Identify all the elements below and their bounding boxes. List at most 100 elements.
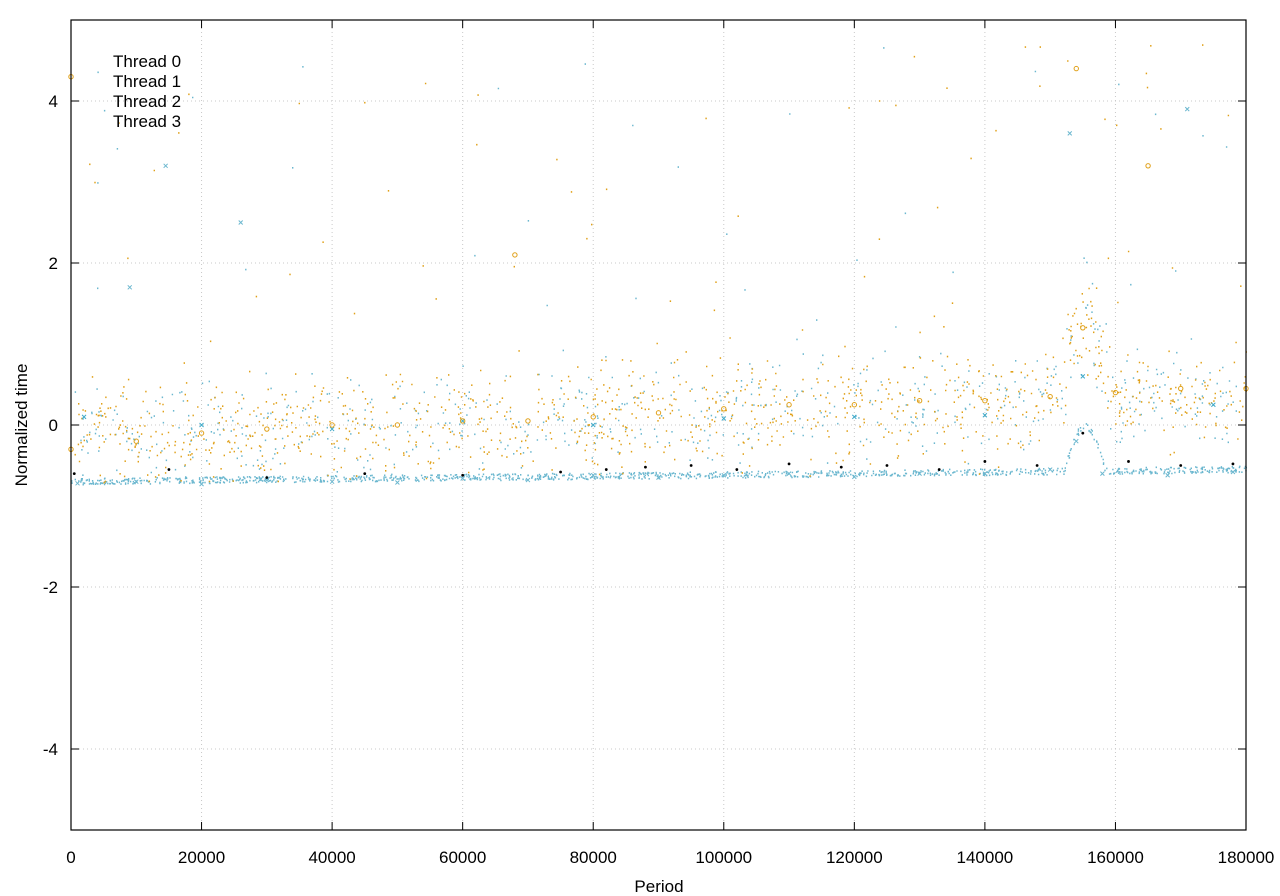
data-point [265, 476, 269, 480]
data-point [163, 163, 169, 169]
data-point [982, 398, 988, 404]
data-point [1211, 402, 1216, 408]
y-tick-label: -4 [43, 740, 58, 759]
y-tick-label: 4 [49, 92, 58, 111]
data-point [133, 438, 139, 444]
data-point [1080, 325, 1086, 331]
data-point [199, 422, 204, 428]
data-point [329, 426, 335, 432]
data-point [1230, 469, 1236, 475]
legend-label: Thread 3 [113, 112, 181, 131]
data-point [721, 416, 727, 421]
data-point [394, 422, 401, 428]
data-point [525, 418, 531, 424]
data-point [461, 473, 465, 477]
data-point [1073, 438, 1079, 444]
data-point [238, 220, 244, 225]
data-point [721, 472, 727, 478]
data-point [851, 402, 858, 408]
data-point [329, 479, 335, 485]
data-point [839, 465, 843, 469]
grid [71, 20, 1246, 830]
data-point [363, 472, 367, 475]
data-point [459, 418, 466, 424]
data-point [460, 476, 466, 481]
data-point [1047, 393, 1053, 400]
legend-label: Thread 0 [113, 52, 181, 71]
x-tick-label: 60000 [439, 848, 486, 867]
thread-3-dense-points [74, 44, 1247, 484]
data-point [604, 468, 608, 471]
data-point [1081, 431, 1085, 435]
x-tick-label: 20000 [178, 848, 225, 867]
data-point [199, 481, 204, 487]
scatter-texture [71, 44, 1247, 486]
data-point [525, 477, 531, 483]
legend-label: Thread 2 [113, 92, 181, 111]
y-tick-label: 0 [49, 416, 58, 435]
data-point [590, 414, 596, 420]
data-point [721, 406, 727, 412]
data-point [851, 414, 857, 420]
axis-ticks: 0 20000 40000 60000 80000 100000 120000 140000 1… [43, 20, 1274, 867]
y-axis-title: Normalized time [12, 364, 31, 487]
series-2 [81, 374, 1216, 432]
x-tick-label: 80000 [570, 848, 617, 867]
data-point [786, 471, 792, 476]
data-point [1184, 106, 1190, 112]
data-point [735, 468, 739, 471]
data-point [885, 464, 889, 467]
thread-1-dense-points [71, 47, 1247, 486]
series-1 [75, 106, 1236, 487]
data-point [167, 468, 171, 471]
x-tick-label: 180000 [1218, 848, 1275, 867]
data-point [937, 468, 941, 471]
data-point [983, 460, 987, 463]
data-point [982, 471, 988, 476]
x-tick-label: 100000 [695, 848, 752, 867]
data-point [127, 284, 133, 290]
x-tick-label: 120000 [826, 848, 883, 867]
series-0 [72, 431, 1235, 480]
data-point [1127, 460, 1130, 463]
series-3 [68, 65, 1249, 452]
data-point [1179, 464, 1183, 467]
data-point [786, 402, 792, 408]
data-point [72, 472, 76, 475]
data-point [916, 398, 923, 404]
scatter-marks [68, 44, 1249, 487]
data-point [689, 464, 693, 467]
data-point [1100, 471, 1105, 476]
data-point [787, 462, 791, 466]
data-point [644, 465, 647, 469]
data-point [1145, 163, 1151, 169]
data-point [1080, 374, 1086, 379]
data-point [1178, 385, 1184, 392]
data-point [559, 470, 562, 474]
x-tick-label: 40000 [308, 848, 355, 867]
legend-label: Thread 1 [113, 72, 181, 91]
data-point [590, 422, 596, 428]
data-point [133, 479, 139, 485]
x-tick-label: 140000 [957, 848, 1014, 867]
data-point [1067, 131, 1073, 136]
data-point [1231, 462, 1235, 466]
y-tick-label: 2 [49, 254, 58, 273]
data-point [917, 471, 922, 476]
data-point [655, 410, 662, 416]
data-point [512, 252, 518, 258]
data-point [851, 474, 857, 480]
data-point [1035, 464, 1039, 467]
data-point [329, 422, 335, 428]
y-tick-label: -2 [43, 578, 58, 597]
data-point [982, 412, 988, 418]
data-point [1165, 472, 1171, 478]
data-point [1047, 467, 1053, 472]
data-point [590, 472, 596, 478]
data-point [395, 480, 400, 485]
data-point [264, 426, 270, 432]
data-point [81, 414, 87, 420]
x-tick-label: 0 [66, 848, 75, 867]
